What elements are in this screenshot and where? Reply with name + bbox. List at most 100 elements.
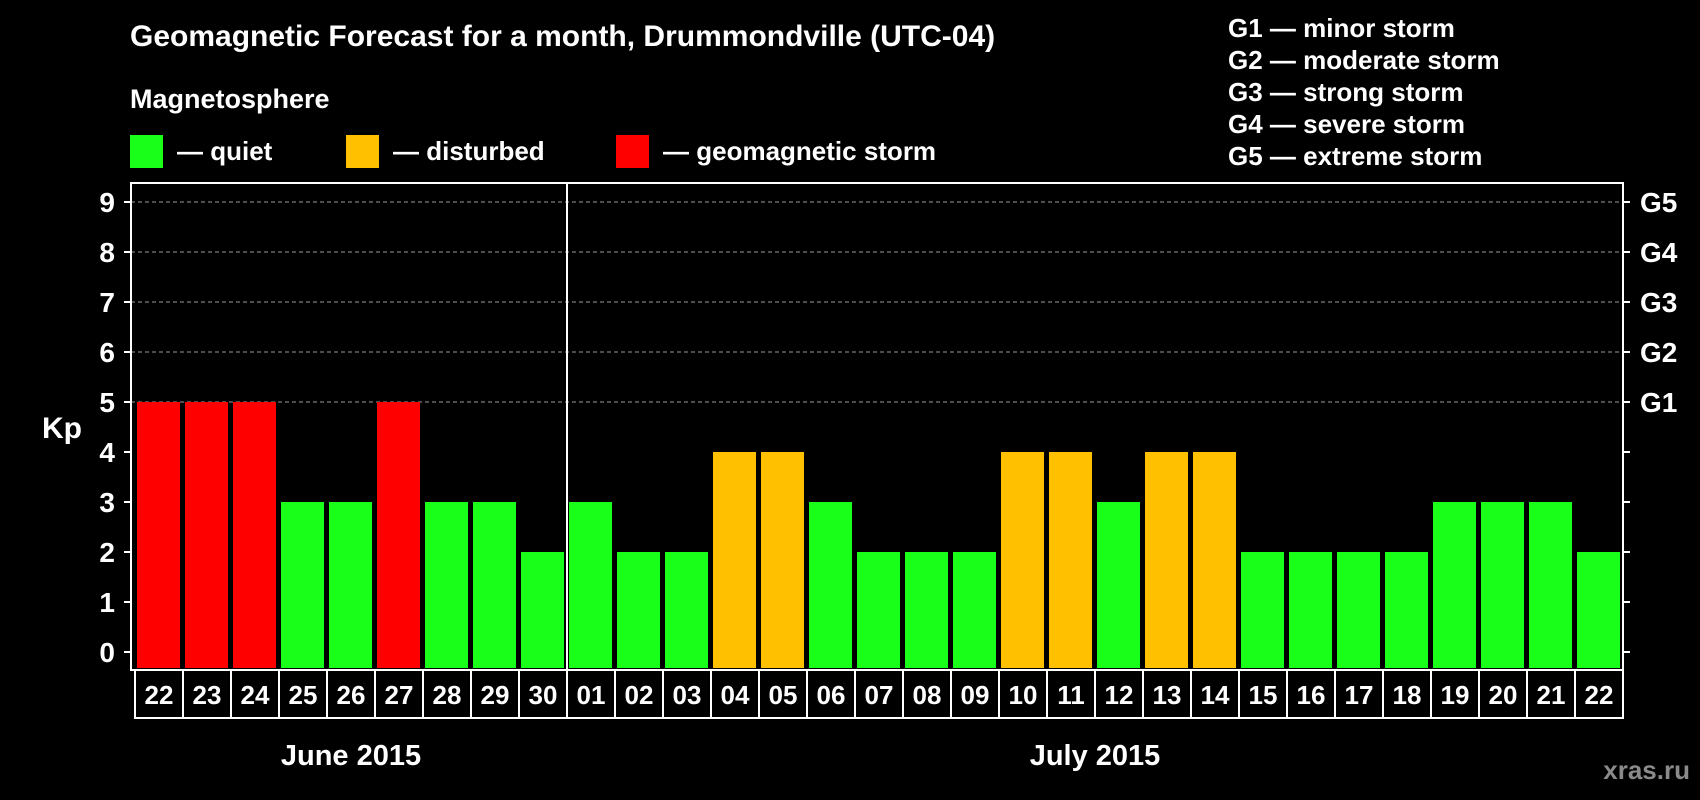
bar: [1481, 502, 1524, 668]
x-tick-label: 17: [1345, 680, 1374, 710]
bar: [1001, 452, 1044, 668]
g-scale-item: G5 — extreme storm: [1228, 141, 1483, 171]
bar: [1385, 552, 1428, 668]
date-cell: [1190, 669, 1240, 719]
bar: [809, 502, 852, 668]
bar: [1529, 502, 1572, 668]
bar: [377, 402, 420, 668]
legend-quiet-swatch: [130, 134, 163, 168]
g-axis-label: G4: [1640, 237, 1678, 268]
bar: [233, 402, 276, 668]
x-tick-label: 25: [289, 680, 318, 710]
date-cell: [470, 669, 520, 719]
date-cell: [278, 669, 328, 719]
y-tick-label: 2: [99, 537, 115, 568]
x-tick-label: 20: [1489, 680, 1518, 710]
bar: [473, 502, 516, 668]
g-axis-label: G3: [1640, 287, 1677, 318]
bar: [665, 552, 708, 668]
x-tick-label: 13: [1153, 680, 1182, 710]
x-tick-label: 06: [817, 680, 846, 710]
x-tick-label: 22: [1585, 680, 1614, 710]
bar: [857, 552, 900, 668]
x-tick-label: 18: [1393, 680, 1422, 710]
legend-storm-swatch: [616, 134, 649, 168]
bar: [1433, 502, 1476, 668]
date-cell: [566, 669, 616, 719]
x-tick-label: 19: [1441, 680, 1470, 710]
bar: [329, 502, 372, 668]
y-tick-label: 9: [99, 187, 115, 218]
date-cell: [1238, 669, 1288, 719]
bar: [1577, 552, 1620, 668]
x-tick-label: 09: [961, 680, 990, 710]
x-tick-label: 30: [529, 680, 558, 710]
legend-disturbed-label: — disturbed: [393, 135, 545, 166]
y-tick-label: 3: [99, 487, 115, 518]
date-cell: [422, 669, 472, 719]
date-cell: [614, 669, 664, 719]
bar: [569, 502, 612, 668]
y-tick-label: 7: [99, 287, 115, 318]
date-cell: [758, 669, 808, 719]
date-cell: [1478, 669, 1528, 719]
bar: [185, 402, 228, 668]
x-tick-label: 12: [1105, 680, 1134, 710]
bar: [713, 452, 756, 668]
x-tick-label: 11: [1057, 680, 1085, 710]
date-cell: [854, 669, 904, 719]
x-tick-label: 21: [1537, 680, 1566, 710]
g-scale-list: G1 — minor storm G2 — moderate storm G3 …: [1228, 12, 1500, 172]
date-cell: [1526, 669, 1576, 719]
bar: [1337, 552, 1380, 668]
x-tick-label: 24: [241, 680, 270, 710]
bar: [137, 402, 180, 668]
date-cell: [1142, 669, 1192, 719]
x-tick-label: 15: [1249, 680, 1278, 710]
x-tick-label: 23: [193, 680, 222, 710]
bar: [1049, 452, 1092, 668]
x-tick-label: 05: [769, 680, 798, 710]
x-tick-label: 04: [721, 680, 750, 710]
legend-disturbed: — disturbed: [346, 134, 545, 168]
g-scale-item: G1 — minor storm: [1228, 13, 1455, 43]
y-tick-label: 5: [99, 387, 115, 418]
legend-quiet-label: — quiet: [177, 135, 273, 166]
legend-disturbed-swatch: [346, 134, 379, 168]
bar: [905, 552, 948, 668]
g-scale-item: G4 — severe storm: [1228, 109, 1466, 139]
legend-heading: Magnetosphere: [130, 84, 330, 114]
bar: [1145, 452, 1188, 668]
x-tick-label: 07: [865, 680, 894, 710]
x-tick-label: 28: [433, 680, 462, 710]
bar: [1289, 552, 1332, 668]
bar: [953, 552, 996, 668]
date-cell: [1286, 669, 1336, 719]
month-label: July 2015: [1030, 740, 1161, 772]
chart-title: Geomagnetic Forecast for a month, Drummo…: [130, 20, 996, 53]
bar: [1193, 452, 1236, 668]
g-axis-label: G5: [1640, 187, 1677, 218]
x-tick-label: 27: [385, 680, 414, 710]
watermark: xras.ru: [1603, 755, 1690, 785]
y-axis-label: Kp: [42, 412, 82, 445]
g-scale-item: G3 — strong storm: [1228, 77, 1464, 107]
legend-quiet: — quiet: [130, 134, 272, 168]
y-tick-label: 0: [99, 637, 115, 668]
x-tick-label: 10: [1009, 680, 1038, 710]
legend-storm-label: — geomagnetic storm: [663, 135, 937, 166]
month-label: June 2015: [281, 740, 421, 772]
x-tick-label: 26: [337, 680, 366, 710]
x-tick-label: 01: [577, 680, 606, 710]
date-cell: [1574, 669, 1624, 719]
bar: [425, 502, 468, 668]
x-tick-label: 03: [673, 680, 702, 710]
date-cell: [1094, 669, 1144, 719]
x-tick-label: 08: [913, 680, 942, 710]
date-cell: [1430, 669, 1480, 719]
date-cell: [806, 669, 856, 719]
bar: [617, 552, 660, 668]
bar: [281, 502, 324, 668]
date-cell: [326, 669, 376, 719]
